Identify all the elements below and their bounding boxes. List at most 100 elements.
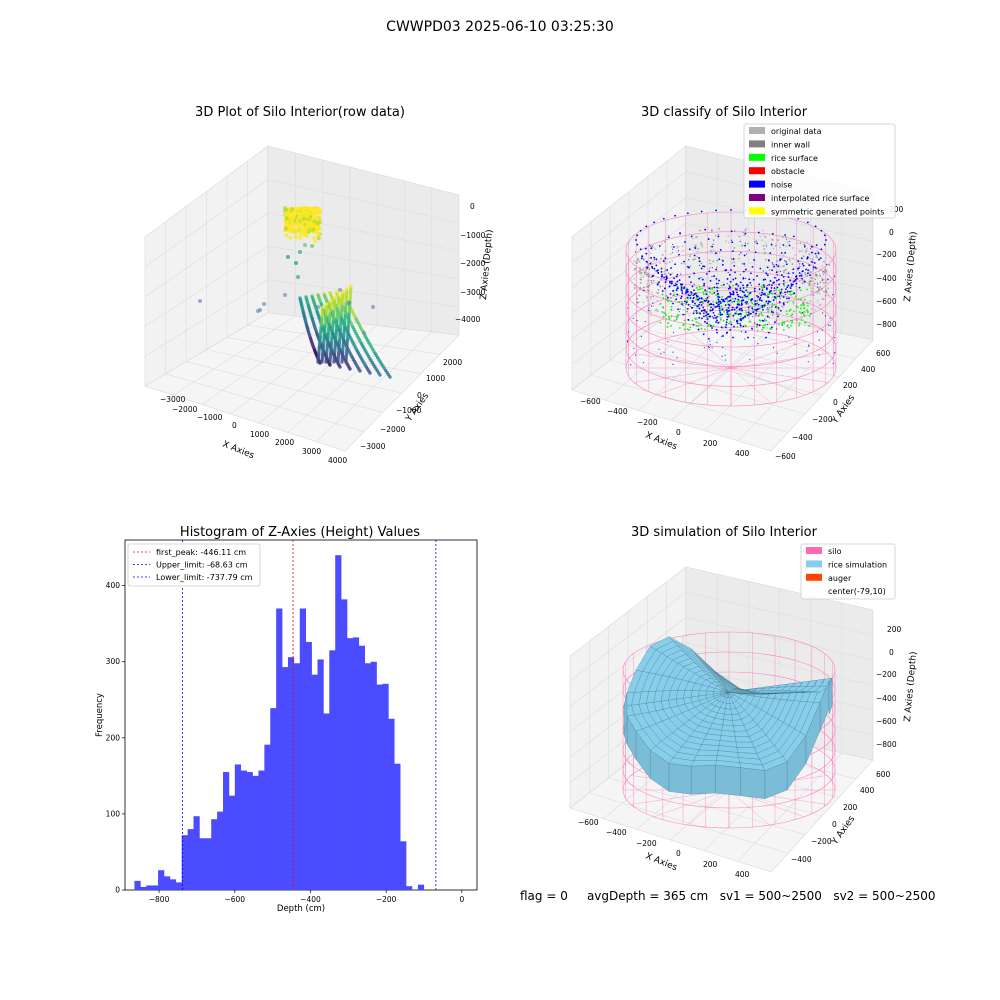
cls-point — [727, 287, 730, 290]
cls-xtick: −600 — [580, 397, 601, 406]
cls-point — [765, 300, 768, 303]
cls-point — [739, 289, 742, 292]
cls-point — [718, 296, 721, 299]
cls-point — [808, 314, 811, 317]
hist-bar — [246, 772, 253, 890]
cls-point — [700, 242, 702, 245]
cls-point — [806, 309, 808, 311]
grid-line — [144, 212, 269, 297]
cls-point — [768, 331, 770, 334]
cls-point — [703, 315, 705, 318]
cls-point — [779, 258, 782, 261]
cls-point — [713, 291, 716, 294]
cls-point — [717, 287, 720, 289]
cls-point — [664, 312, 666, 315]
cyl-spoke — [728, 789, 770, 826]
cls-point — [692, 323, 695, 326]
cls-point — [803, 280, 806, 283]
raw-point — [344, 301, 348, 306]
cls-point — [728, 273, 731, 276]
cls-point — [816, 331, 819, 333]
cls-point — [780, 288, 783, 291]
raw-point — [297, 206, 302, 211]
raw-point — [302, 229, 307, 234]
cls-point — [645, 295, 648, 298]
cls-point — [821, 329, 823, 331]
cls-point — [717, 301, 720, 303]
cls-point — [679, 283, 682, 286]
cls-point — [636, 262, 638, 264]
cls-point — [698, 277, 701, 280]
cls-point — [775, 245, 777, 247]
cls-point — [652, 259, 655, 262]
cls-point — [822, 312, 824, 314]
cls-point — [742, 325, 745, 328]
raw-point — [298, 227, 303, 232]
sim-legend-frame — [800, 543, 896, 600]
legend-swatch — [749, 167, 765, 175]
cls-point — [761, 239, 763, 242]
cls-point — [802, 255, 805, 258]
cls-point — [661, 273, 663, 276]
hist-bar — [299, 608, 306, 890]
grid-line — [685, 591, 874, 636]
cls-point — [769, 252, 772, 254]
cls-point — [702, 306, 705, 309]
grid-line — [571, 222, 687, 314]
cls-point — [711, 245, 714, 248]
cls-point — [715, 294, 718, 297]
raw-point — [293, 235, 298, 240]
cls-ztick: −800 — [876, 320, 897, 329]
cls-point — [676, 247, 679, 249]
raw-point — [345, 342, 349, 346]
cls-point — [821, 298, 823, 301]
raw-point — [310, 244, 314, 248]
cls-point — [783, 322, 786, 325]
cls-point — [748, 320, 751, 323]
cls-point — [661, 293, 664, 296]
cls-point — [662, 315, 665, 318]
cls-ytick: −200 — [812, 415, 833, 424]
cls-point — [800, 257, 803, 260]
cls-point — [834, 336, 836, 339]
cls-point — [705, 318, 708, 321]
cls-point — [711, 327, 713, 329]
cls-point — [776, 352, 778, 354]
cls-point — [776, 312, 778, 314]
cls-point — [802, 279, 805, 282]
cls-point — [818, 339, 820, 341]
cls-point — [765, 336, 767, 339]
cls-point — [640, 274, 643, 277]
cls-point — [677, 286, 679, 288]
cls-point — [682, 324, 685, 327]
cls-point — [706, 250, 709, 253]
cls-point — [701, 317, 703, 320]
cls-point — [711, 275, 713, 278]
cls-point — [771, 302, 774, 305]
cls-point — [665, 298, 668, 301]
cls-point — [730, 323, 733, 326]
cls-point — [633, 287, 636, 289]
cls-point — [711, 347, 713, 349]
cls-point — [660, 257, 663, 260]
cls-point — [680, 295, 683, 298]
raw-point — [341, 335, 346, 340]
cls-point — [808, 345, 810, 347]
cls-point — [792, 268, 795, 271]
cls-point — [785, 310, 788, 313]
cls-point — [689, 297, 692, 299]
raw-point — [345, 287, 349, 291]
cls-point — [788, 258, 791, 261]
cls-point — [688, 329, 691, 331]
raw-xlabel: X Axies — [221, 440, 256, 462]
raw-point — [284, 211, 289, 216]
cls-point — [749, 291, 752, 294]
cls-point — [824, 315, 826, 317]
raw-point — [311, 236, 316, 241]
cls-point — [695, 304, 697, 307]
legend-label: center(-79,10) — [828, 587, 886, 596]
raw-point — [349, 284, 353, 288]
cls-point — [660, 353, 662, 355]
cls-point — [734, 271, 736, 274]
